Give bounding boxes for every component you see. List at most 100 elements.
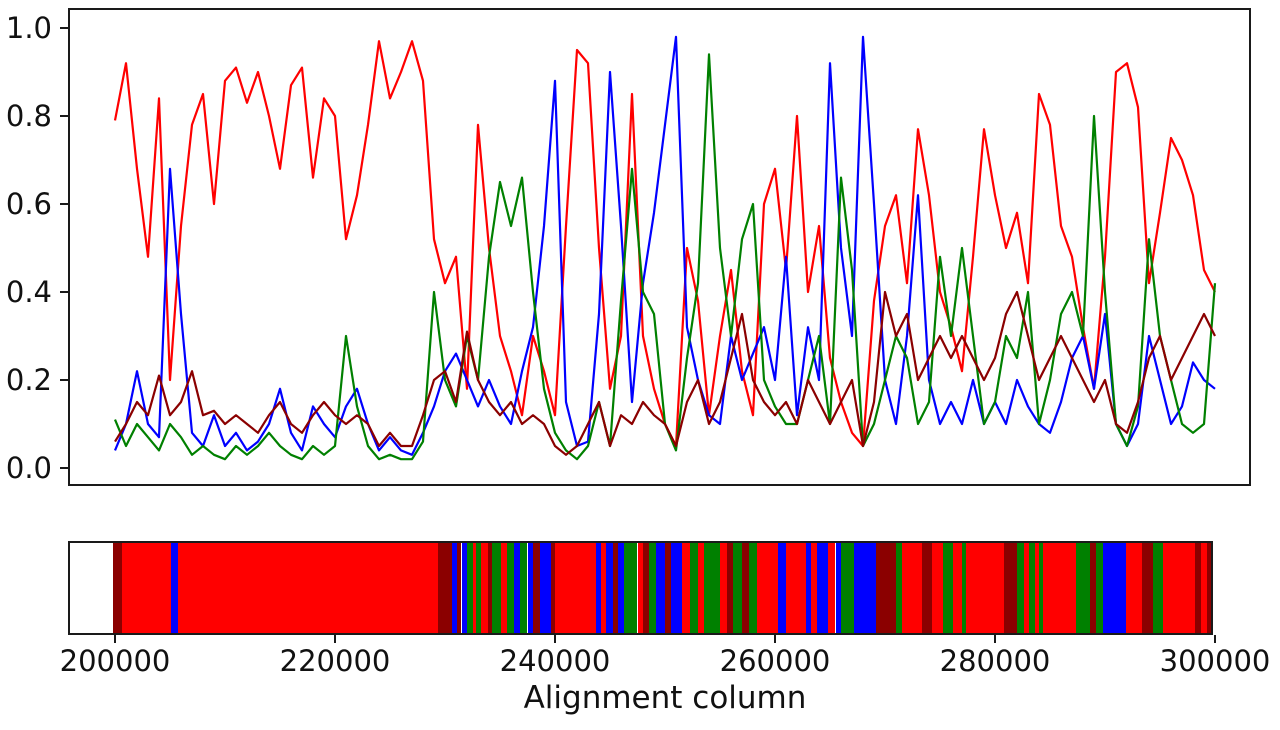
bar-segment-red xyxy=(901,543,923,633)
y-tick-label: 0.8 xyxy=(5,99,52,133)
bar-segment-blue xyxy=(617,543,625,633)
bar-segment-red xyxy=(121,543,172,633)
bar-segment-green xyxy=(943,543,954,633)
bar-segment-darkred xyxy=(487,543,493,633)
x-tick-mark xyxy=(1214,635,1216,643)
bar-segment-green xyxy=(1017,543,1024,633)
bar-segment-darkred xyxy=(1003,543,1017,633)
x-tick-label: 200000 xyxy=(59,644,171,678)
plot-border xyxy=(68,8,1251,486)
bar-segment-darkred xyxy=(438,543,452,633)
bar-segment-red xyxy=(501,543,507,633)
series-green-line xyxy=(113,53,1217,461)
y-tick-mark xyxy=(60,467,68,469)
y-tick-label: 0.6 xyxy=(5,187,52,221)
bar-segment-green xyxy=(648,543,657,633)
bar-segment-blue xyxy=(605,543,614,633)
bar-segment-green xyxy=(467,543,473,633)
line-plot xyxy=(68,8,1251,486)
bar-segment-green xyxy=(1039,543,1044,633)
bar-segment-red xyxy=(720,543,727,633)
y-tick-label: 1.0 xyxy=(5,11,52,45)
bar-segment-green xyxy=(624,543,638,633)
x-tick-label: 260000 xyxy=(719,644,831,678)
bar-segment-green xyxy=(1153,543,1164,633)
series-darkred-line xyxy=(114,290,1216,456)
bar-segment-red xyxy=(1200,543,1208,633)
bar-segment-darkred xyxy=(876,543,896,633)
bar-segment-green xyxy=(492,543,502,633)
bar-segment-darkred xyxy=(550,543,555,633)
bar-segment-green xyxy=(896,543,902,633)
bar-segment-blue xyxy=(670,543,682,633)
y-tick-mark xyxy=(60,379,68,381)
bar-segment-blue xyxy=(816,543,828,633)
bar-segment-blue xyxy=(539,543,551,633)
bar-segment-red xyxy=(827,543,836,633)
bar-segment-red xyxy=(481,543,488,633)
bar-segment-blue xyxy=(1102,543,1126,633)
y-tick-label: 0.0 xyxy=(5,451,52,485)
bar-segment-red xyxy=(555,543,596,633)
bar-segment-darkred xyxy=(643,543,649,633)
bar-segment-green xyxy=(1076,543,1090,633)
x-tick-mark xyxy=(334,635,336,643)
bar-segment-darkred xyxy=(613,543,618,633)
bar-segment-darkred xyxy=(1142,543,1154,633)
bar-segment-blue xyxy=(514,543,520,633)
bar-segment-blue xyxy=(805,543,812,633)
bar-segment-red xyxy=(811,543,817,633)
bar-segment-blue xyxy=(778,543,786,633)
y-tick-mark xyxy=(60,203,68,205)
x-tick-label: 280000 xyxy=(939,644,1051,678)
bar-segment-green xyxy=(962,543,967,633)
bar-segment-blue xyxy=(171,543,178,633)
bar-segment-green xyxy=(1096,543,1103,633)
bar-segment-green xyxy=(475,543,482,633)
bar-segment-red xyxy=(1125,543,1143,633)
bar-segment-red xyxy=(932,543,944,633)
bar-segment-red xyxy=(177,543,439,633)
bar-segment-red xyxy=(757,543,779,633)
bar-segment-darkred xyxy=(1195,543,1201,633)
bar-segment-green xyxy=(1029,543,1035,633)
x-tick-mark xyxy=(114,635,116,643)
x-tick-mark xyxy=(994,635,996,643)
bar-segment-darkred xyxy=(1089,543,1097,633)
bar-segment-green xyxy=(841,543,855,633)
bar-segment-red xyxy=(1034,543,1039,633)
bar-segment-blue xyxy=(527,543,533,633)
bar-segment-red xyxy=(1210,543,1211,633)
bar-segment-red xyxy=(1043,543,1077,633)
bar-segment-blue xyxy=(656,543,665,633)
y-tick-mark xyxy=(60,291,68,293)
bar-segment-red xyxy=(681,543,691,633)
bar-segment-darkred xyxy=(726,543,734,633)
bar-segment-darkred xyxy=(665,543,671,633)
bar-segment-darkred xyxy=(533,543,540,633)
x-tick-label: 300000 xyxy=(1159,644,1271,678)
bar-segment-red xyxy=(1023,543,1030,633)
x-axis-label: Alignment column xyxy=(523,680,807,716)
series-blue-line xyxy=(113,35,1216,456)
bar-segment-red xyxy=(637,543,643,633)
bar-segment-green xyxy=(690,543,698,633)
bar-segment-darkred xyxy=(922,543,933,633)
bar-segment-red xyxy=(698,543,704,633)
bar-segment-blue xyxy=(835,543,841,633)
x-tick-label: 240000 xyxy=(499,644,611,678)
bar-segment-red xyxy=(601,543,606,633)
y-axis-ticks: 0.0 0.2 0.4 0.6 0.8 1.0 xyxy=(0,8,68,486)
y-tick-label: 0.2 xyxy=(5,363,52,397)
bar-segment-darkred xyxy=(742,543,749,633)
bar-segment-red xyxy=(472,543,476,633)
bar-segment-red xyxy=(966,543,1004,633)
bar-segment-darkred xyxy=(112,543,122,633)
bar-segment-blue xyxy=(595,543,602,633)
bar-segment-green xyxy=(506,543,515,633)
bar-segment-darkred xyxy=(1207,543,1211,633)
bar-segment-blue xyxy=(451,543,458,633)
classification-bar-panel xyxy=(68,541,1213,635)
x-tick-mark xyxy=(774,635,776,643)
